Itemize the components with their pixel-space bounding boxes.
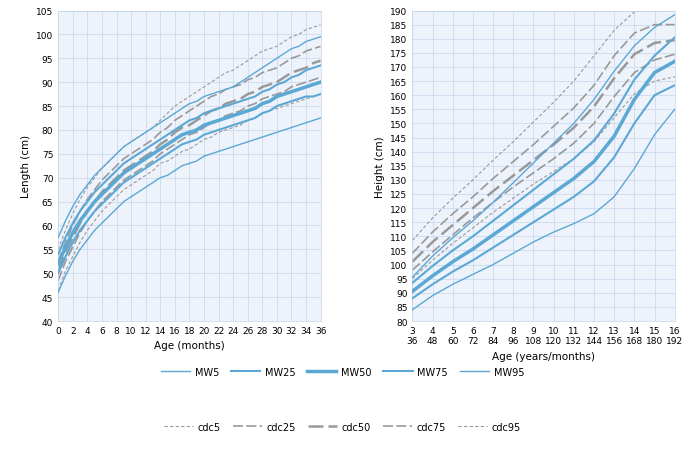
Legend: MW5, MW25, MW50, MW75, MW95: MW5, MW25, MW50, MW75, MW95 (157, 363, 528, 381)
Legend: cdc5, cdc25, cdc50, cdc75, cdc95: cdc5, cdc25, cdc50, cdc75, cdc95 (160, 418, 525, 436)
Y-axis label: Height (cm): Height (cm) (375, 136, 385, 197)
Y-axis label: Length (cm): Length (cm) (21, 135, 31, 198)
X-axis label: Age (months): Age (months) (154, 341, 225, 351)
X-axis label: Age (years/months): Age (years/months) (492, 351, 595, 361)
